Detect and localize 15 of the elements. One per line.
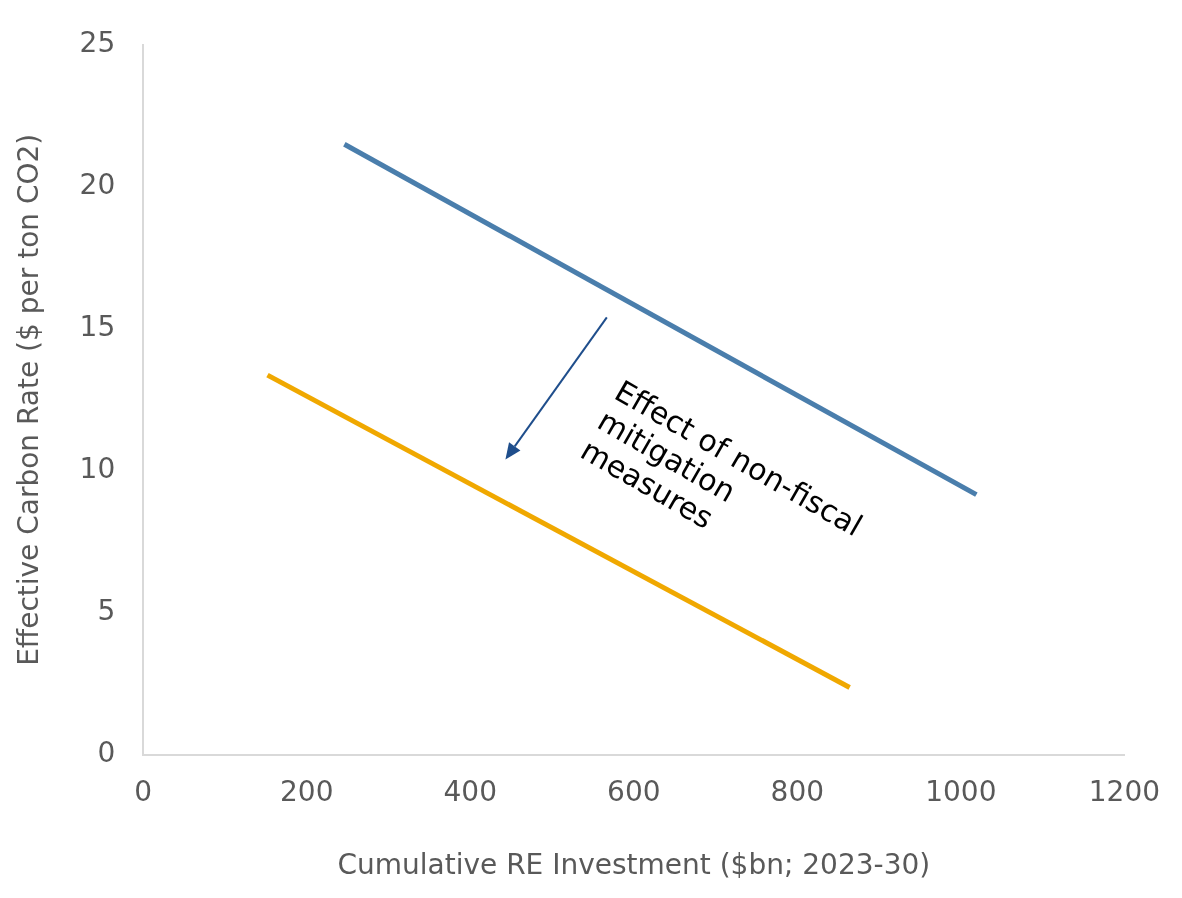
x-tick-label: 1000 (925, 774, 997, 808)
x-tick-label: 1200 (1088, 774, 1160, 808)
y-tick-label: 25 (79, 26, 116, 60)
x-tick-label: 0 (134, 774, 153, 808)
y-tick-label: 5 (97, 594, 116, 628)
y-tick-label: 20 (79, 168, 116, 202)
x-axis-title: Cumulative RE Investment ($bn; 2023-30) (337, 848, 931, 882)
x-tick-label: 400 (443, 774, 497, 808)
x-tick-label: 200 (280, 774, 334, 808)
y-tick-label: 0 (97, 736, 116, 770)
x-tick-label: 800 (770, 774, 825, 808)
y-tick-label: 15 (79, 310, 116, 344)
x-tick-label: 600 (607, 774, 661, 808)
y-axis-title: Effective Carbon Rate ($ per ton CO2) (12, 133, 46, 666)
y-tick-label: 10 (79, 452, 116, 486)
